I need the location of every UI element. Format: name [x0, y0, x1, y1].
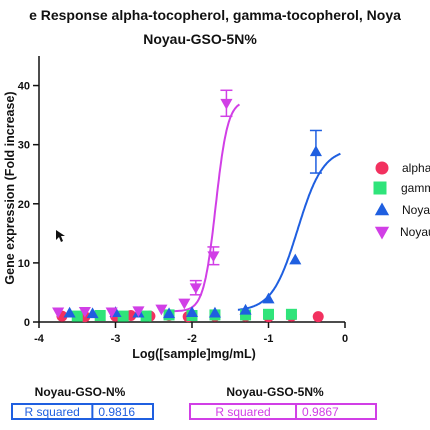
mouse-cursor-icon	[56, 230, 65, 242]
data-point-triangle-down	[155, 304, 168, 316]
y-tick-label: 40	[18, 81, 30, 93]
data-point-square	[263, 308, 274, 320]
data-point-circle	[312, 311, 324, 323]
y-tick-label: 10	[18, 258, 30, 270]
data-point-triangle-up	[239, 303, 252, 315]
legend-marker	[374, 202, 390, 216]
chart-title-line1: e Response alpha-tocopherol, gamma-tocop…	[29, 7, 401, 23]
data-point-triangle-up	[262, 292, 275, 304]
stats-table-title: Noyau-GSO-5N%	[226, 385, 324, 399]
data-point-square	[94, 309, 106, 321]
x-tick-label: -1	[264, 333, 274, 345]
fit-curve	[237, 152, 341, 311]
data-point-triangle-down	[220, 98, 233, 110]
stats-table-label: R squared	[215, 405, 270, 419]
data-point-square	[117, 310, 129, 322]
data-point-triangle-down	[105, 307, 118, 319]
error-bars	[189, 89, 322, 296]
legend-label: alpha	[402, 161, 430, 175]
stats-table-label: R squared	[24, 405, 79, 419]
data-point-triangle-up	[208, 306, 221, 318]
x-tick-label: -3	[111, 333, 121, 345]
data-point-triangle-up	[63, 306, 76, 318]
legend-label: Noyau	[400, 225, 430, 239]
data-point-square	[71, 310, 83, 322]
data-point-square	[140, 310, 152, 322]
stats-table-title: Noyau-GSO-N%	[35, 385, 126, 399]
stats-table-value: 0.9816	[98, 405, 135, 419]
y-axis-label: Gene expression (Fold increase)	[3, 91, 17, 284]
chart-title-line2: Noyau-GSO-5N%	[143, 31, 257, 47]
data-point-triangle-up	[309, 145, 322, 157]
legend-marker	[374, 226, 390, 240]
x-tick-label: -2	[187, 333, 197, 345]
data-point-triangle-up	[86, 307, 99, 319]
stats-table-value: 0.9867	[302, 405, 339, 419]
data-point-triangle-down	[178, 298, 191, 310]
data-point-square	[240, 309, 252, 321]
fit-curves	[169, 103, 341, 313]
x-tick-label: -4	[34, 333, 45, 345]
legend-label: gamm	[401, 181, 430, 195]
data-point-triangle-down	[52, 307, 65, 319]
x-tick-label: 0	[342, 333, 348, 345]
legend-label: Noyau	[402, 203, 430, 217]
data-point-square	[285, 308, 297, 320]
y-tick-label: 0	[24, 317, 30, 329]
y-tick-label: 30	[18, 140, 30, 152]
fit-curve	[169, 103, 241, 313]
axes	[38, 56, 345, 323]
data-point-triangle-down	[189, 283, 202, 295]
data-point-triangle-up	[163, 307, 176, 319]
legend: alpha gamm Noyau Noyau	[373, 161, 430, 240]
data-point-triangle-down	[78, 306, 91, 318]
stats-table-box	[11, 403, 154, 420]
data-point-triangle-up	[185, 306, 199, 317]
data-points	[52, 98, 324, 323]
data-point-triangle-down	[207, 251, 220, 263]
data-point-triangle-down	[132, 306, 145, 318]
x-axis-label: Log([sample]mg/mL)	[132, 347, 256, 361]
stats-table-box	[189, 403, 377, 420]
legend-marker	[373, 181, 387, 195]
y-tick-label: 20	[18, 199, 30, 211]
data-point-triangle-up	[289, 253, 302, 265]
legend-marker	[375, 161, 389, 175]
stats-tables: Noyau-GSO-N% R squared 0.9816 Noyau-GSO-5N%…	[11, 385, 377, 420]
ticks: -4 -3 -2 -1 0 0 10 20 30 40	[18, 81, 348, 345]
